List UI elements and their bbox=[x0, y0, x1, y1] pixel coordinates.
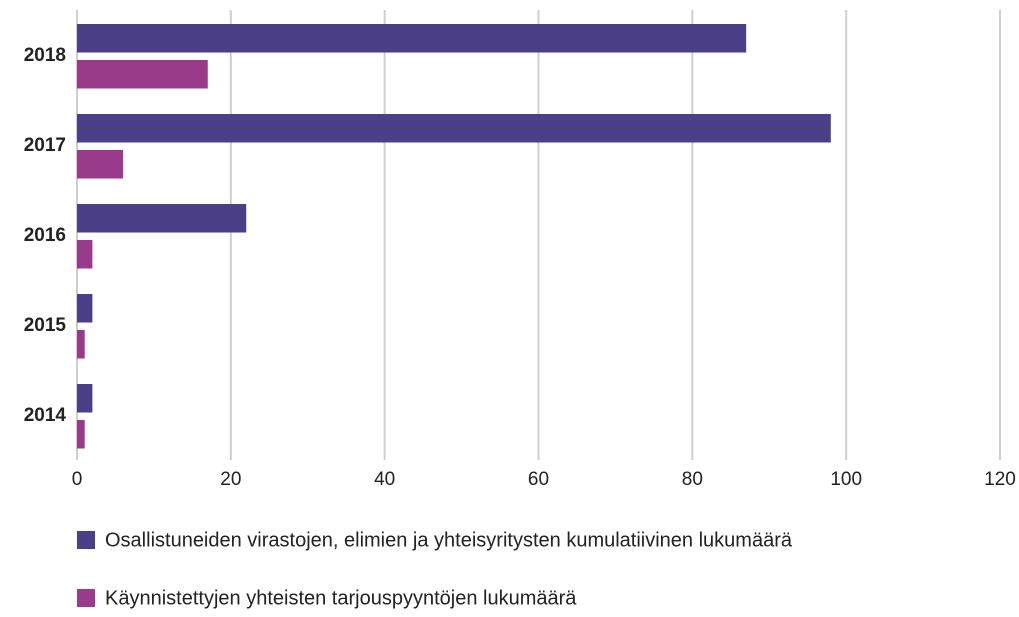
x-tick-label: 40 bbox=[374, 469, 395, 490]
y-tick-label: 2015 bbox=[24, 315, 67, 336]
bar bbox=[77, 420, 85, 449]
y-tick-label: 2016 bbox=[24, 225, 66, 246]
bar bbox=[77, 384, 93, 413]
bar bbox=[77, 114, 831, 143]
bar bbox=[77, 294, 93, 323]
bar bbox=[77, 330, 85, 359]
y-tick-label: 2014 bbox=[24, 405, 67, 426]
x-tick-label: 0 bbox=[72, 469, 83, 490]
x-tick-label: 20 bbox=[220, 469, 241, 490]
legend-label: Osallistuneiden virastojen, elimien ja y… bbox=[105, 529, 793, 551]
bar bbox=[77, 24, 747, 53]
y-tick-label: 2018 bbox=[24, 45, 66, 66]
bar bbox=[77, 150, 124, 179]
legend-label: Käynnistettyjen yhteisten tarjouspyyntöj… bbox=[105, 587, 577, 609]
x-tick-label: 100 bbox=[830, 469, 862, 490]
x-tick-label: 120 bbox=[984, 469, 1016, 490]
legend-swatch bbox=[77, 589, 95, 607]
x-tick-label: 60 bbox=[528, 469, 549, 490]
legend-swatch bbox=[77, 531, 95, 549]
x-tick-label: 80 bbox=[682, 469, 703, 490]
bar bbox=[77, 60, 208, 89]
y-tick-label: 2017 bbox=[24, 135, 66, 156]
bar bbox=[77, 240, 93, 269]
bar bbox=[77, 204, 247, 233]
